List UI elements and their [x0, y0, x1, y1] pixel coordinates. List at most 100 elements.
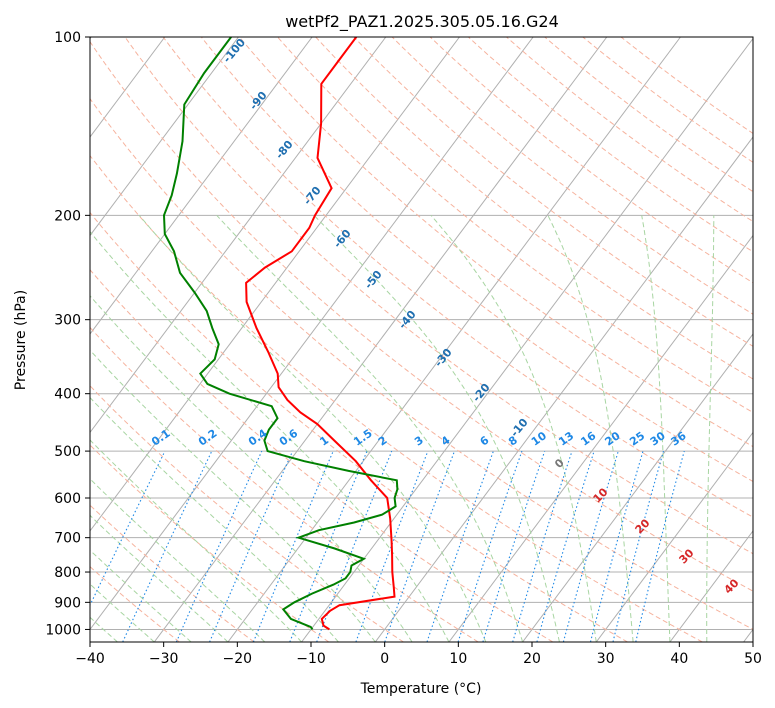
y-tick-label: 200 [54, 208, 81, 224]
mixing-ratio-line [209, 450, 294, 642]
mixing-ratio-label: 13 [556, 429, 576, 448]
y-tick-label: 300 [54, 313, 81, 329]
dry-adiabat-label: -40 [396, 308, 419, 332]
moist-adiabat-line [90, 349, 376, 642]
isotherm-line [90, 37, 239, 237]
dry-adiabat-line [620, 37, 753, 135]
mixing-ratio-line [612, 450, 665, 642]
dry-adiabat-line [200, 37, 753, 483]
mixing-ratio-line [122, 450, 213, 642]
profile-lines [162, 37, 399, 631]
background-lines [90, 37, 753, 642]
mixing-ratio-line [426, 450, 494, 642]
moist-adiabat-label: 30 [677, 546, 697, 566]
x-tick-label: 0 [380, 651, 389, 667]
mixing-ratio-line [482, 450, 546, 642]
dry-adiabat-label: -80 [273, 138, 296, 162]
moist-adiabat-line [216, 214, 524, 642]
dry-adiabat-line [353, 37, 753, 347]
y-tick-label: 700 [54, 531, 81, 547]
dry-adiabat-line [90, 40, 753, 592]
dry-adiabat-line [90, 211, 628, 642]
dry-adiabat-line [429, 37, 753, 284]
isotherm-line [595, 431, 753, 642]
moist-adiabat-line [90, 396, 339, 642]
mixing-ratio-line [175, 450, 263, 642]
x-tick-label: 10 [449, 651, 467, 667]
mixing-ratio-label: 6 [478, 433, 492, 448]
mixing-ratio-line [635, 450, 685, 642]
y-axis-label: Pressure (hPa) [13, 290, 29, 390]
mixing-ratio-label: 0.1 [149, 427, 172, 449]
x-tick-label: −40 [75, 651, 105, 667]
dry-adiabat-line [468, 37, 753, 253]
x-tick-label: 30 [597, 651, 615, 667]
isotherm-line [90, 37, 460, 532]
y-tick-label: 1000 [45, 622, 81, 638]
dry-adiabat-line [315, 37, 753, 380]
mixing-ratio-line [512, 450, 573, 642]
mixing-ratio-label: 4 [439, 433, 453, 448]
moist-adiabat-line [706, 215, 715, 642]
dry-adiabat-line [90, 504, 255, 642]
isotherm-line [90, 37, 534, 631]
mixing-ratio-label: 3 [412, 434, 426, 449]
x-tick-label: −10 [296, 651, 326, 667]
dry-adiabat-line [544, 37, 753, 193]
moist-adiabat-line [90, 478, 266, 642]
y-tick-label: 100 [54, 30, 81, 46]
dry-adiabat-line [391, 37, 753, 315]
mixing-ratio-label: 36 [669, 429, 689, 449]
x-tick-label: 50 [744, 651, 762, 667]
mixing-ratio-label: 0.2 [196, 427, 219, 449]
moist-adiabat-label: 20 [633, 516, 653, 536]
moist-adiabat-line [313, 214, 560, 642]
moist-adiabat-label: 0 [552, 456, 567, 471]
y-tick-label: 500 [54, 444, 81, 460]
isotherm-line [90, 37, 387, 434]
isotherm-line [153, 37, 608, 642]
dry-adiabat-label: -30 [432, 346, 455, 370]
dry-adiabat-label: -60 [331, 227, 354, 251]
mixing-ratio-label: 1.5 [351, 427, 374, 449]
dry-adiabat-line [162, 37, 753, 518]
moist-adiabat-line [90, 295, 413, 642]
mixing-ratio-label: 2 [376, 434, 390, 449]
moist-adiabat-label: 40 [722, 576, 742, 596]
dry-adiabat-line [124, 37, 753, 555]
mixing-ratio-label: 30 [648, 429, 668, 449]
moist-adiabat-line [90, 514, 229, 642]
temperature-profile-line [245, 37, 396, 631]
isotherm-line [522, 333, 753, 642]
chart-title: wetPf2_PAZ1.2025.305.05.16.G24 [285, 12, 559, 32]
dry-adiabat-label: -70 [301, 184, 324, 208]
isotherm-line [374, 136, 753, 642]
mixing-ratio-line [90, 450, 166, 607]
y-tick-label: 900 [54, 595, 81, 611]
x-tick-label: 40 [670, 651, 688, 667]
dry-adiabat-label: -100 [220, 36, 248, 66]
plot-frame [89, 36, 754, 643]
isotherm-line [669, 530, 753, 642]
y-tick-label: 800 [54, 565, 81, 581]
mixing-ratio-line [457, 450, 523, 642]
dry-adiabat-label: -90 [247, 89, 270, 113]
moist-adiabat-label: 10 [591, 485, 611, 505]
moist-adiabat-line [430, 214, 597, 642]
dry-adiabat-line [277, 37, 753, 414]
isotherm-line [448, 234, 753, 642]
dewpoint-profile-line [162, 37, 399, 630]
x-tick-label: −30 [149, 651, 179, 667]
moist-adiabat-line [90, 439, 302, 642]
x-tick-label: −20 [223, 651, 253, 667]
line-labels: 0.1 0.2 0.4 0.6 1 1.5 2 3 4 6 8 10 13 16 20 25 30 36-100-… [149, 36, 742, 597]
dry-adiabat-line [506, 37, 753, 223]
moist-adiabat-line [641, 215, 671, 642]
dry-adiabat-line [90, 444, 330, 642]
dry-adiabat-label: -50 [362, 268, 385, 292]
axis-ticks: −40 −30 −20 −10 0 10 20 30 40 5010009008007006005… [45, 30, 762, 667]
mixing-ratio-line [252, 450, 334, 642]
mixing-ratio-line [536, 450, 595, 642]
moist-adiabat-line [90, 230, 450, 642]
isotherm-line [227, 37, 681, 642]
